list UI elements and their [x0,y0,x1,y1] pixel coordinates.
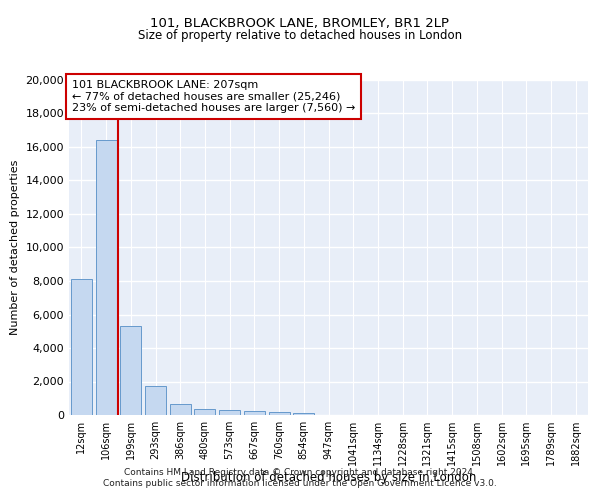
Bar [71,280,92,415]
Text: 101, BLACKBROOK LANE, BROMLEY, BR1 2LP: 101, BLACKBROOK LANE, BROMLEY, BR1 2LP [151,18,449,30]
Bar [269,412,290,415]
Bar [145,386,166,415]
Bar [194,409,215,415]
Bar [170,404,191,415]
Y-axis label: Number of detached properties: Number of detached properties [10,160,20,335]
Bar [95,140,116,415]
Text: Contains public sector information licensed under the Open Government Licence v3: Contains public sector information licen… [103,480,497,488]
Bar [219,410,240,415]
Bar [244,412,265,415]
Text: 101 BLACKBROOK LANE: 207sqm
← 77% of detached houses are smaller (25,246)
23% of: 101 BLACKBROOK LANE: 207sqm ← 77% of det… [71,80,355,113]
X-axis label: Distribution of detached houses by size in London: Distribution of detached houses by size … [181,471,476,484]
Bar [293,412,314,415]
Text: Contains HM Land Registry data © Crown copyright and database right 2024.: Contains HM Land Registry data © Crown c… [124,468,476,477]
Bar [120,326,141,415]
Text: Size of property relative to detached houses in London: Size of property relative to detached ho… [138,29,462,42]
